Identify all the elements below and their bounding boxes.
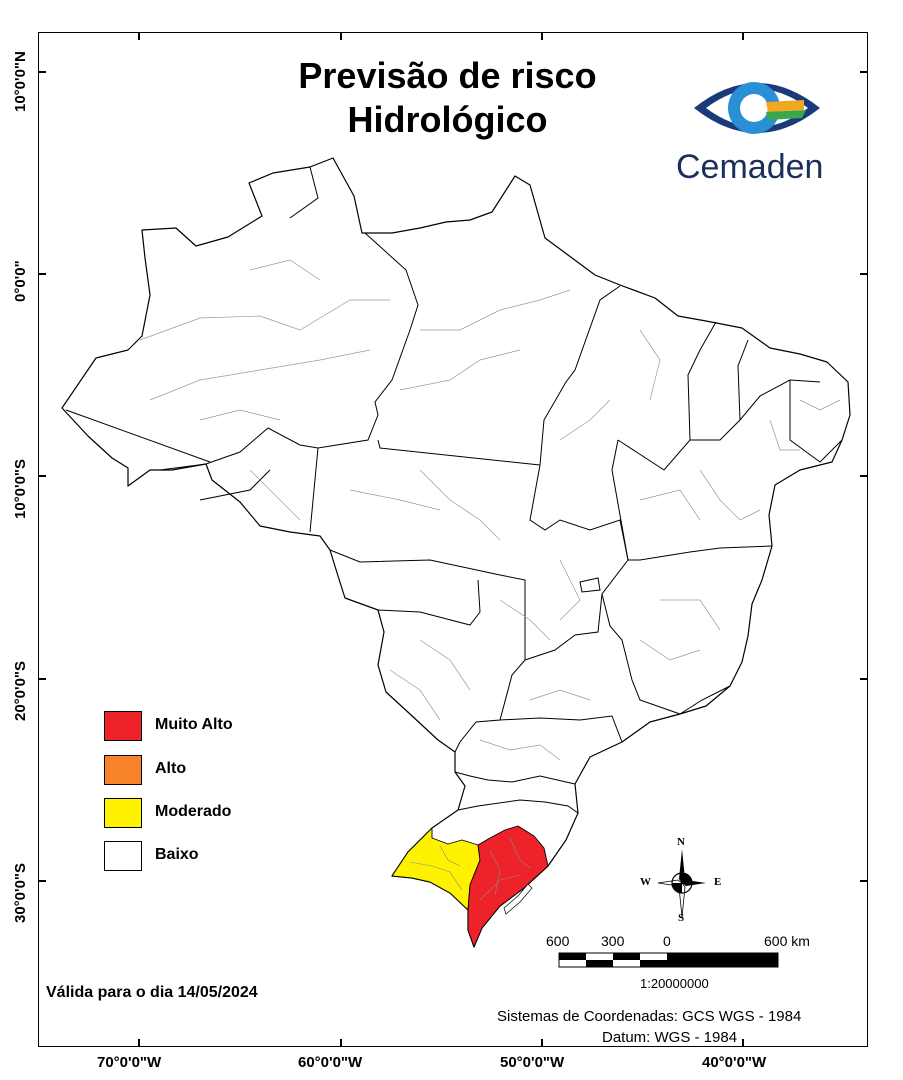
lon-tick bbox=[541, 1039, 543, 1047]
legend-label: Baixo bbox=[155, 846, 199, 863]
compass-rose-icon bbox=[657, 849, 706, 918]
scale-ratio: 1:20000000 bbox=[640, 976, 709, 991]
lon-tick bbox=[138, 1039, 140, 1047]
cemaden-eye-logo-icon bbox=[694, 82, 820, 134]
lat-tick bbox=[38, 273, 46, 275]
compass-s: S bbox=[678, 912, 685, 924]
legend-label: Muito Alto bbox=[155, 716, 233, 733]
compass-n: N bbox=[677, 836, 685, 848]
legend-label: Alto bbox=[155, 760, 187, 777]
lon-tick bbox=[340, 32, 342, 40]
map-title: Previsão de risco Hidrológico bbox=[235, 54, 660, 142]
lagoon bbox=[503, 883, 533, 915]
title-line-2: Hidrológico bbox=[347, 99, 548, 140]
scale-bar bbox=[558, 952, 779, 968]
lon-label: 40°0'0"W bbox=[702, 1054, 767, 1071]
brazil-outline bbox=[61, 157, 851, 948]
coordinate-system: Sistemas de Coordenadas: GCS WGS - 1984 bbox=[497, 1008, 802, 1025]
lon-label: 50°0'0"W bbox=[500, 1054, 565, 1071]
lat-tick bbox=[860, 273, 868, 275]
compass-e: E bbox=[714, 876, 722, 888]
lat-tick bbox=[38, 71, 46, 73]
lat-tick bbox=[860, 71, 868, 73]
lon-label: 70°0'0"W bbox=[97, 1054, 162, 1071]
lon-tick bbox=[340, 1039, 342, 1047]
scale-label: 600 km bbox=[764, 933, 810, 949]
lon-tick bbox=[742, 32, 744, 40]
scale-label: 300 bbox=[601, 933, 625, 949]
title-line-1: Previsão de risco bbox=[298, 55, 597, 96]
lat-tick bbox=[38, 678, 46, 680]
datum: Datum: WGS - 1984 bbox=[602, 1029, 738, 1046]
lat-tick bbox=[38, 880, 46, 882]
lat-tick bbox=[860, 880, 868, 882]
legend-swatch bbox=[104, 711, 142, 741]
lon-tick bbox=[138, 32, 140, 40]
validity-date: Válida para o dia 14/05/2024 bbox=[46, 984, 258, 1001]
legend-swatch bbox=[104, 755, 142, 785]
lat-tick bbox=[860, 475, 868, 477]
scale-label: 600 bbox=[546, 933, 570, 949]
legend-swatch bbox=[104, 841, 142, 871]
lon-tick bbox=[541, 32, 543, 40]
risk-area-muito-alto bbox=[467, 825, 549, 948]
lat-tick bbox=[860, 678, 868, 680]
map-frame bbox=[38, 32, 868, 1047]
lat-tick bbox=[38, 475, 46, 477]
legend-label: Moderado bbox=[155, 803, 232, 820]
lon-label: 60°0'0"W bbox=[298, 1054, 363, 1071]
legend-swatch bbox=[104, 798, 142, 828]
scale-label: 0 bbox=[663, 933, 671, 949]
lon-tick bbox=[742, 1039, 744, 1047]
compass-w: W bbox=[640, 876, 651, 888]
logo-text: Cemaden bbox=[676, 148, 824, 186]
